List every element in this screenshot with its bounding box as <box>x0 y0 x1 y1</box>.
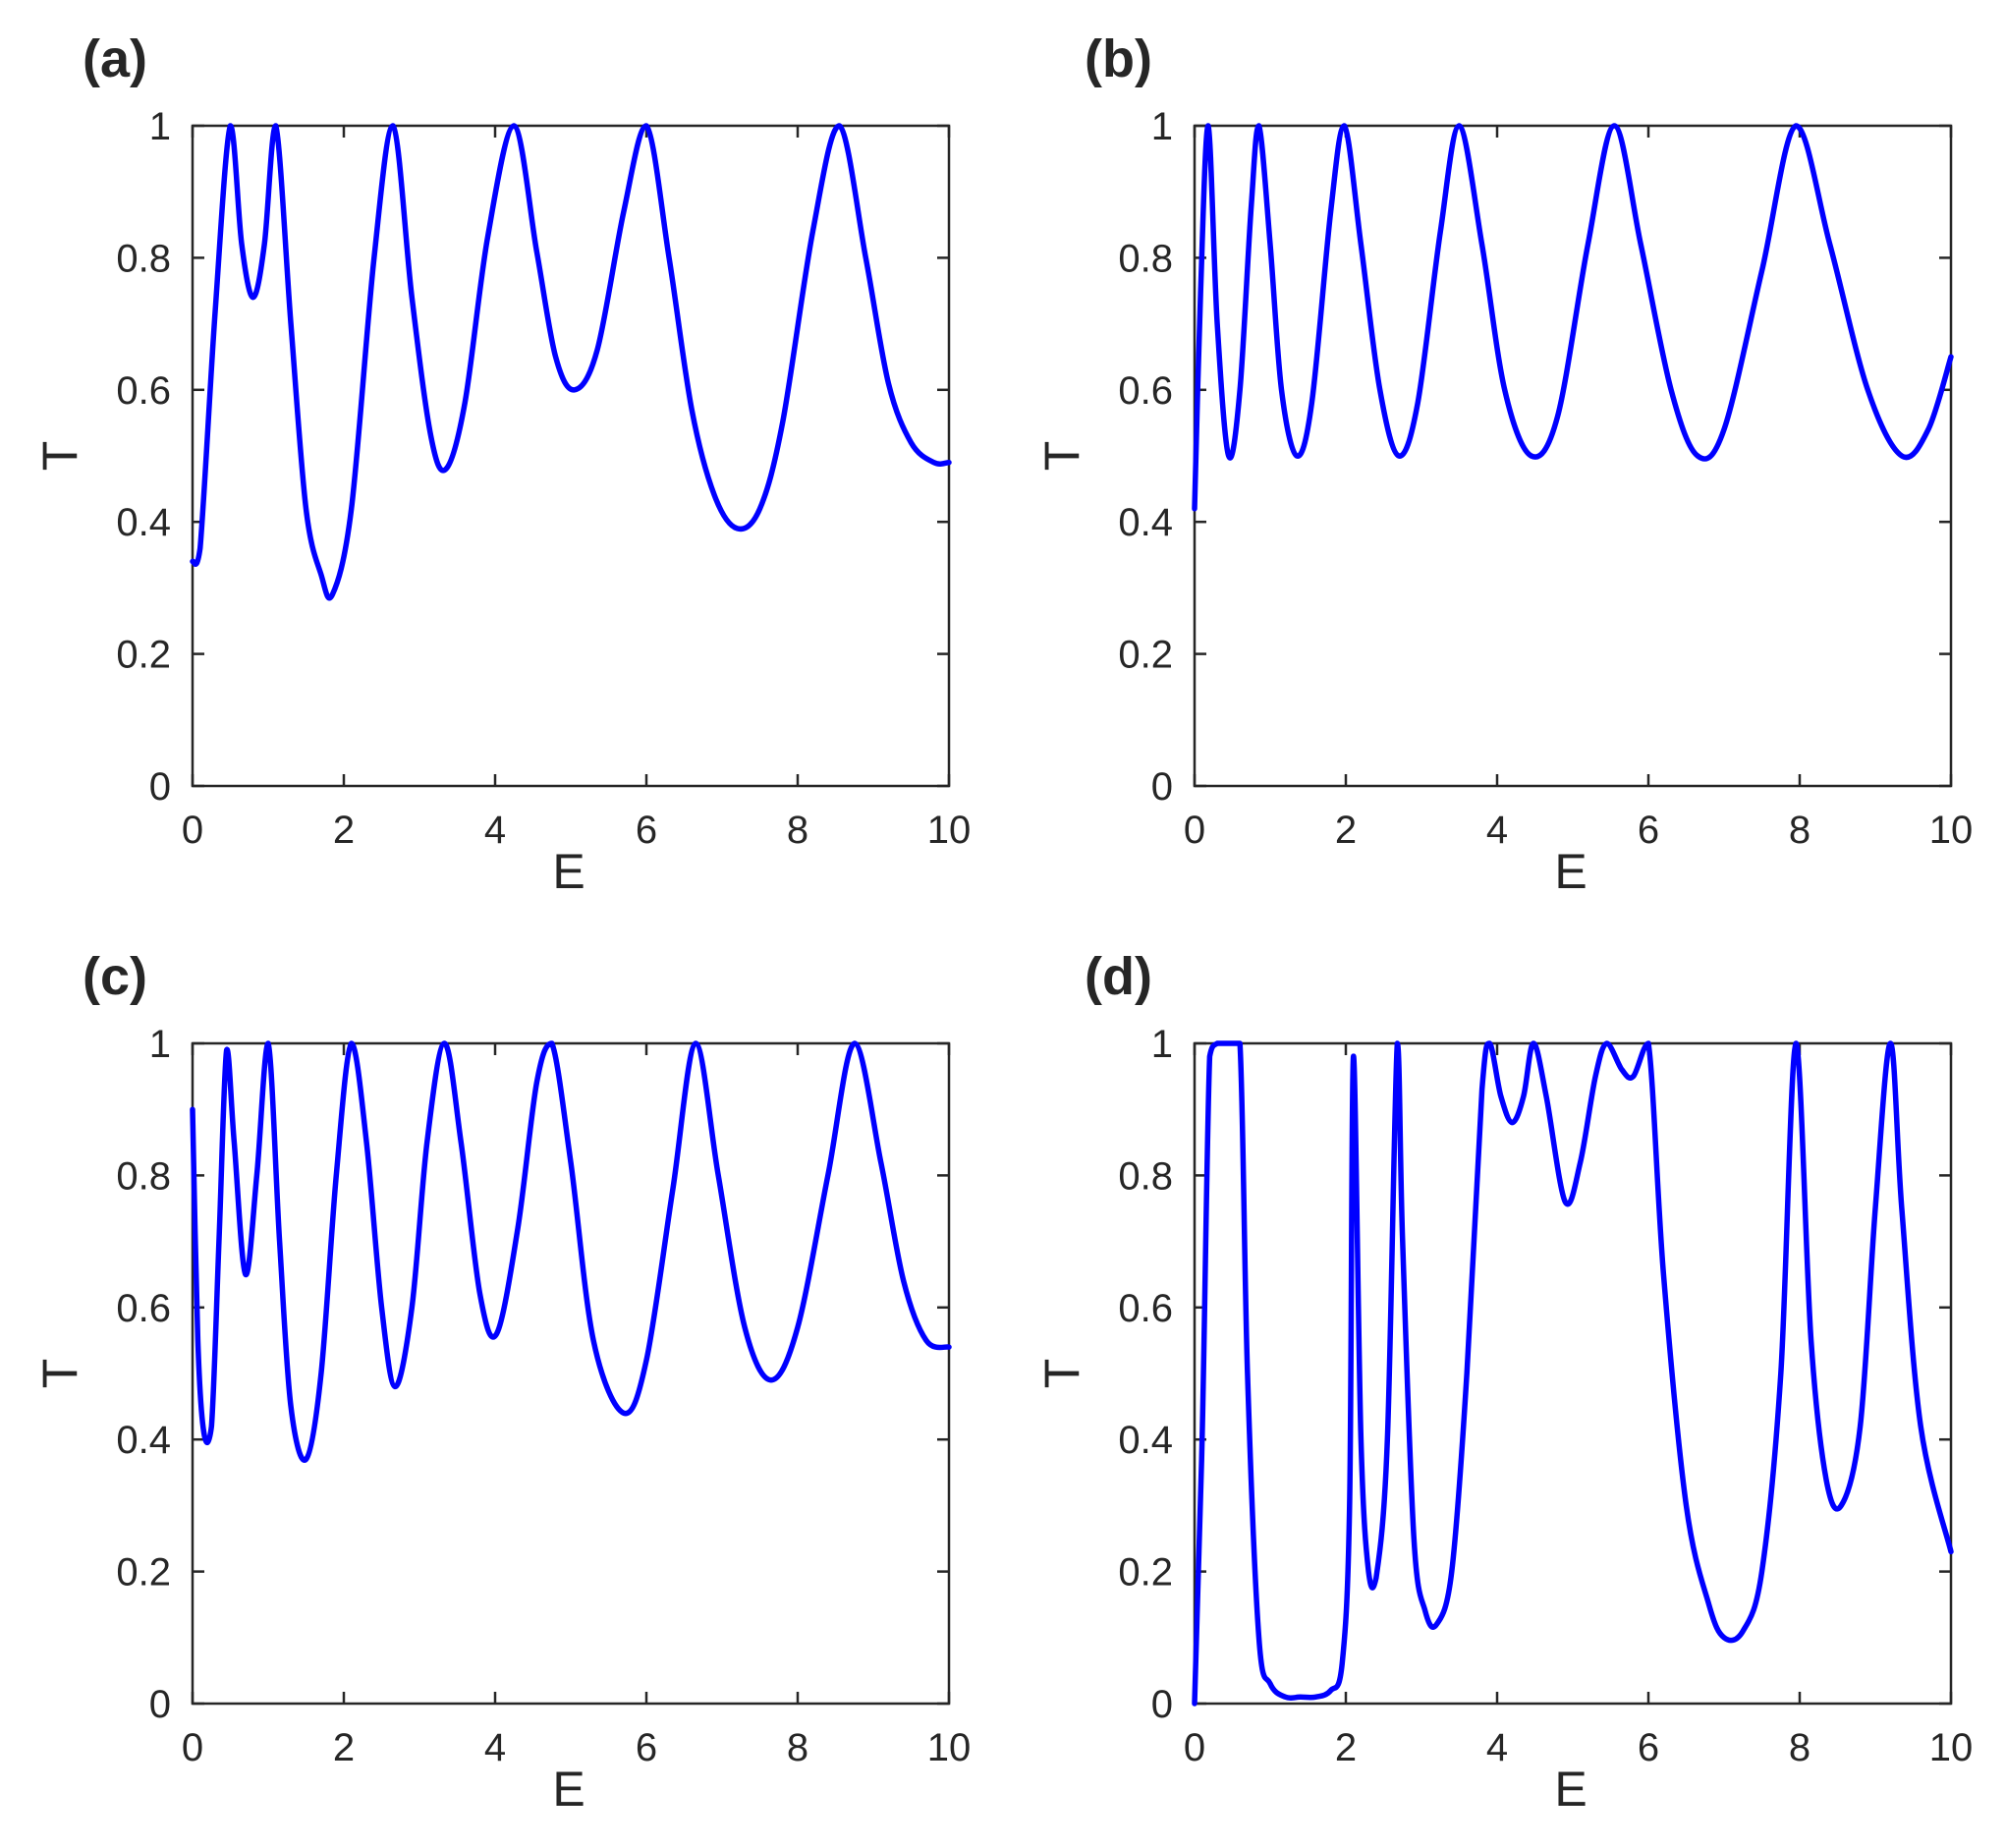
y-axis-label: T <box>32 441 87 472</box>
y-tick-label: 1 <box>1151 105 1173 148</box>
x-tick-label: 10 <box>1929 809 1974 852</box>
x-tick-label: 10 <box>927 1726 972 1769</box>
panel-a: (a) 0 2 4 6 8 10 0 0.2 0.4 0.6 0.8 1 E T <box>32 29 971 899</box>
x-tick-label: 0 <box>182 809 203 852</box>
y-tick-label: 0.2 <box>1118 1551 1173 1595</box>
x-tick-label: 8 <box>1789 1726 1810 1769</box>
series-line <box>1192 1040 1954 1707</box>
x-axis-label: E <box>1554 1762 1587 1817</box>
x-tick-label: 2 <box>333 809 355 852</box>
x-tick-label: 6 <box>636 809 657 852</box>
y-tick-label: 0.4 <box>116 1419 171 1462</box>
x-tick-label: 4 <box>484 1726 506 1769</box>
y-tick-label: 0.8 <box>116 1154 171 1198</box>
y-tick-label: 0.8 <box>1118 237 1173 280</box>
plot-frame <box>191 1041 951 1706</box>
x-tick-label: 2 <box>1335 809 1357 852</box>
y-tick-label: 0.6 <box>116 369 171 413</box>
plot-frame <box>1193 124 1953 788</box>
y-tick-label: 0.8 <box>116 237 171 280</box>
x-tick-label: 8 <box>787 809 808 852</box>
y-tick-label: 0.2 <box>116 634 171 677</box>
x-axis-label: E <box>552 844 585 899</box>
x-tick-label: 0 <box>182 1726 203 1769</box>
panel-d: (d) 0 2 4 6 8 10 0 0.2 0.4 0.6 0.8 1 E T <box>1034 947 1973 1817</box>
y-tick-label: 1 <box>149 1023 171 1066</box>
series-line <box>1192 123 1954 512</box>
series-line <box>190 123 952 601</box>
y-tick-label: 0.6 <box>1118 1287 1173 1330</box>
y-tick-label: 0.2 <box>116 1551 171 1595</box>
y-axis-label: T <box>32 1359 87 1389</box>
x-tick-label: 0 <box>1184 1726 1205 1769</box>
y-tick-label: 1 <box>149 105 171 148</box>
x-tick-label: 4 <box>484 809 506 852</box>
panel-label: (c) <box>83 947 147 1006</box>
x-axis-label: E <box>1554 844 1587 899</box>
x-axis-label: E <box>552 1762 585 1817</box>
x-tick-label: 6 <box>1638 1726 1659 1769</box>
x-tick-label: 8 <box>1789 809 1810 852</box>
y-tick-label: 0.8 <box>1118 1154 1173 1198</box>
y-tick-label: 0 <box>1151 765 1173 809</box>
y-tick-label: 1 <box>1151 1023 1173 1066</box>
y-axis-label: T <box>1034 1359 1089 1389</box>
x-tick-label: 4 <box>1486 809 1508 852</box>
panel-label: (a) <box>83 29 147 88</box>
x-tick-label: 8 <box>787 1726 808 1769</box>
plot-frame <box>1193 1041 1953 1706</box>
y-tick-label: 0.6 <box>116 1287 171 1330</box>
y-tick-label: 0.2 <box>1118 634 1173 677</box>
y-tick-label: 0 <box>149 765 171 809</box>
x-tick-label: 2 <box>333 1726 355 1769</box>
y-tick-label: 0.4 <box>1118 501 1173 544</box>
x-tick-label: 0 <box>1184 809 1205 852</box>
series-line <box>190 1040 952 1463</box>
y-tick-label: 0.6 <box>1118 369 1173 413</box>
y-axis-label: T <box>1034 441 1089 472</box>
y-tick-label: 0.4 <box>1118 1419 1173 1462</box>
panel-label: (d) <box>1085 947 1152 1006</box>
y-tick-label: 0.4 <box>116 501 171 544</box>
plot-frame <box>191 124 951 788</box>
y-tick-label: 0 <box>149 1683 171 1726</box>
x-tick-label: 6 <box>1638 809 1659 852</box>
x-tick-label: 2 <box>1335 1726 1357 1769</box>
y-tick-label: 0 <box>1151 1683 1173 1726</box>
panel-label: (b) <box>1085 29 1152 88</box>
x-tick-label: 4 <box>1486 1726 1508 1769</box>
panel-c: (c) 0 2 4 6 8 10 0 0.2 0.4 0.6 0.8 1 E T <box>32 947 971 1817</box>
x-tick-label: 10 <box>1929 1726 1974 1769</box>
x-tick-label: 6 <box>636 1726 657 1769</box>
x-tick-label: 10 <box>927 809 972 852</box>
panel-b: (b) 0 2 4 6 8 10 0 0.2 0.4 0.6 0.8 1 E T <box>1034 29 1973 899</box>
